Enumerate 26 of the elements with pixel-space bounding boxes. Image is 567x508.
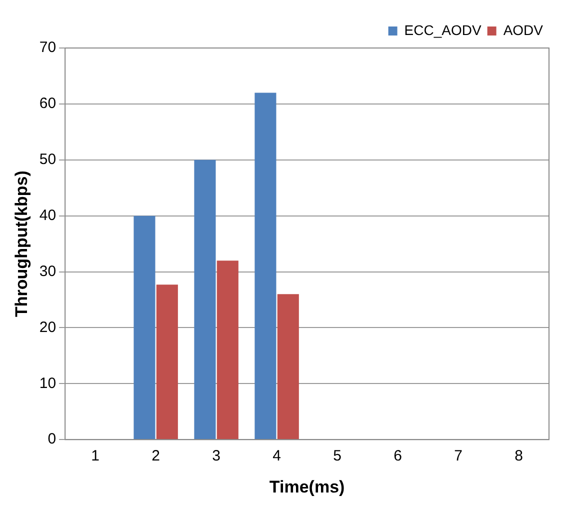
- x-tick-label: 4: [272, 448, 281, 465]
- bar: [134, 216, 156, 440]
- x-tick-label: 8: [514, 448, 523, 465]
- y-axis-title: Throughput(kbps): [12, 170, 31, 317]
- bar: [194, 160, 216, 440]
- y-tick-label: 50: [39, 151, 56, 168]
- y-tick-label: 70: [39, 39, 56, 56]
- x-tick-label: 6: [394, 448, 402, 465]
- y-tick-label: 20: [39, 318, 56, 336]
- x-tick-label: 2: [152, 448, 160, 465]
- x-tick-label: 3: [212, 448, 220, 465]
- y-tick-label: 40: [39, 206, 56, 224]
- bar: [254, 92, 276, 440]
- x-tick-label: 1: [91, 448, 100, 465]
- y-tick-label: 0: [48, 430, 56, 448]
- y-tick-label: 10: [39, 374, 56, 392]
- bar: [277, 294, 299, 440]
- x-tick-label: 7: [454, 448, 462, 465]
- legend-label: ECC_AODV: [404, 22, 482, 38]
- y-tick-label: 60: [39, 95, 56, 112]
- x-tick-label: 5: [333, 448, 342, 465]
- bar: [216, 260, 238, 440]
- y-tick-label: 30: [39, 262, 56, 280]
- legend-label: AODV: [503, 22, 544, 38]
- bar: [156, 284, 178, 440]
- x-axis-title: Time(ms): [269, 477, 345, 496]
